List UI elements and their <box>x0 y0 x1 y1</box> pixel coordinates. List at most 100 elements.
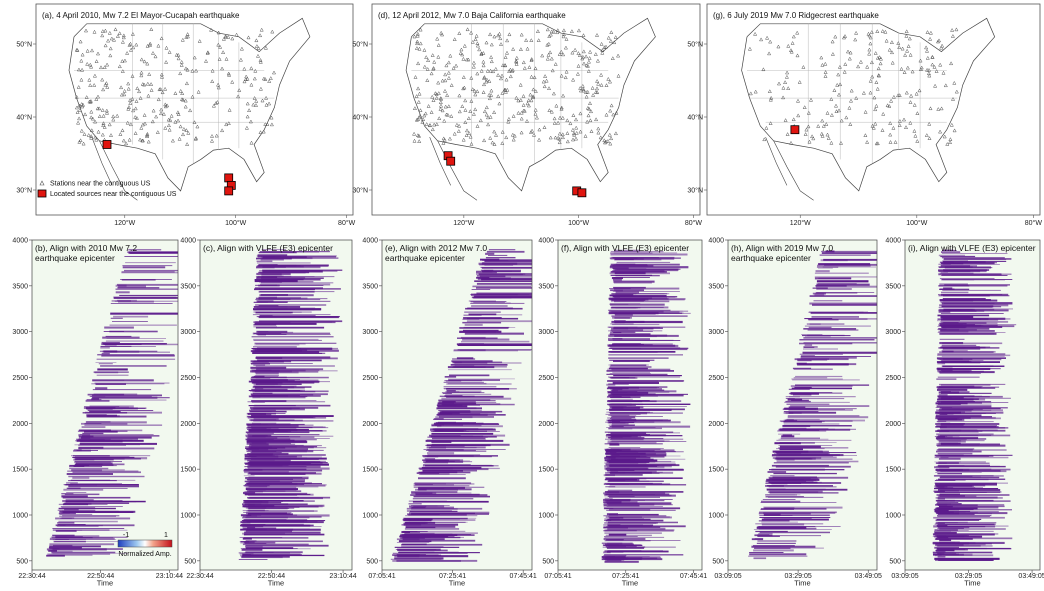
trace-streak <box>942 253 1008 254</box>
trace-streak <box>937 431 960 432</box>
trace-streak <box>755 523 823 524</box>
trace-streak <box>939 554 973 556</box>
trace-streak <box>399 541 432 543</box>
trace-streak <box>615 294 636 295</box>
trace-streak <box>444 382 484 383</box>
trace-streak <box>940 339 965 340</box>
colorbar-min-label: -1 <box>123 532 129 539</box>
trace-streak <box>805 326 871 327</box>
y-tick-label: 4000 <box>708 238 724 245</box>
y-tick-label: 4000 <box>180 238 196 245</box>
trace-streak <box>791 400 809 401</box>
trace-streak <box>445 391 459 392</box>
trace-streak <box>610 403 631 405</box>
trace-streak <box>797 360 811 361</box>
trace-streak <box>460 349 531 350</box>
trace-streak <box>442 405 456 406</box>
trace-streak <box>254 302 288 303</box>
trace-streak <box>607 500 646 501</box>
trace-streak <box>444 386 497 387</box>
trace-streak <box>434 418 444 420</box>
trace-streak <box>73 455 110 456</box>
trace-streak <box>436 423 498 424</box>
trace-streak <box>68 485 139 487</box>
trace-streak <box>936 426 996 428</box>
trace-streak <box>610 388 662 389</box>
trace-streak <box>414 496 491 498</box>
trace-streak <box>81 437 152 439</box>
trace-streak <box>608 433 680 434</box>
x-tick-label: 07:45:41 <box>680 573 707 580</box>
trace-streak <box>431 444 465 446</box>
trace-streak <box>758 526 816 527</box>
trace-streak <box>606 384 615 386</box>
trace-streak <box>407 514 489 515</box>
trace-streak <box>939 387 999 388</box>
trace-streak <box>936 368 951 370</box>
trace-streak <box>243 485 269 486</box>
trace-streak <box>937 389 967 391</box>
trace-streak <box>262 270 322 272</box>
colorbar-label: Normalized Amp. <box>118 551 171 558</box>
trace-streak <box>116 291 130 293</box>
trace-streak <box>66 499 94 500</box>
trace-streak <box>53 545 72 547</box>
trace-streak <box>255 349 295 351</box>
trace-streak <box>935 536 969 537</box>
x-tick-label: 23:10:44 <box>156 573 183 580</box>
trace-streak <box>799 363 856 365</box>
trace-streak <box>248 505 323 507</box>
trace-streak <box>111 318 123 319</box>
record-section-panel: (b), Align with 2010 Mw 7.2earthquake ep… <box>12 238 183 587</box>
trace-streak <box>418 477 466 479</box>
trace-streak <box>259 334 331 335</box>
trace-streak <box>613 344 653 346</box>
trace-streak <box>792 379 860 380</box>
trace-streak <box>933 543 969 545</box>
trace-streak <box>467 320 532 322</box>
trace-streak <box>935 524 996 525</box>
trace-streak <box>445 394 491 395</box>
trace-streak <box>610 295 634 297</box>
trace-streak <box>256 384 302 385</box>
trace-streak <box>936 500 994 502</box>
trace-streak <box>250 390 303 391</box>
trace-streak <box>260 315 273 317</box>
trace-streak <box>941 385 991 386</box>
trace-streak <box>944 258 1012 259</box>
trace-streak <box>68 488 127 489</box>
trace-streak <box>937 530 969 531</box>
trace-streak <box>817 280 869 282</box>
trace-streak <box>617 262 671 263</box>
trace-streak <box>767 485 833 486</box>
trace-streak <box>757 535 821 536</box>
trace-streak <box>58 510 96 511</box>
trace-streak <box>106 341 164 342</box>
trace-streak <box>604 538 646 540</box>
trace-streak <box>939 351 994 353</box>
trace-streak <box>778 434 800 435</box>
trace-streak <box>251 400 316 401</box>
trace-streak <box>82 433 103 434</box>
trace-streak <box>942 306 1001 307</box>
trace-streak <box>938 556 946 557</box>
trace-streak <box>431 433 493 435</box>
trace-streak <box>820 254 871 256</box>
trace-streak <box>804 342 877 343</box>
trace-streak <box>607 491 619 493</box>
trace-streak <box>609 392 628 393</box>
trace-streak <box>794 377 828 378</box>
trace-streak <box>935 480 956 481</box>
panel-title: earthquake epicenter <box>731 253 811 263</box>
trace-streak <box>607 400 657 402</box>
y-tick-label: 2500 <box>362 375 378 382</box>
trace-streak <box>939 267 992 268</box>
trace-streak <box>610 418 632 419</box>
trace-streak <box>607 451 683 452</box>
trace-streak <box>489 249 515 250</box>
trace-streak <box>406 527 436 528</box>
trace-streak <box>251 445 322 446</box>
x-axis-label: Time <box>268 579 284 587</box>
trace-streak <box>937 502 958 503</box>
trace-streak <box>251 378 271 379</box>
